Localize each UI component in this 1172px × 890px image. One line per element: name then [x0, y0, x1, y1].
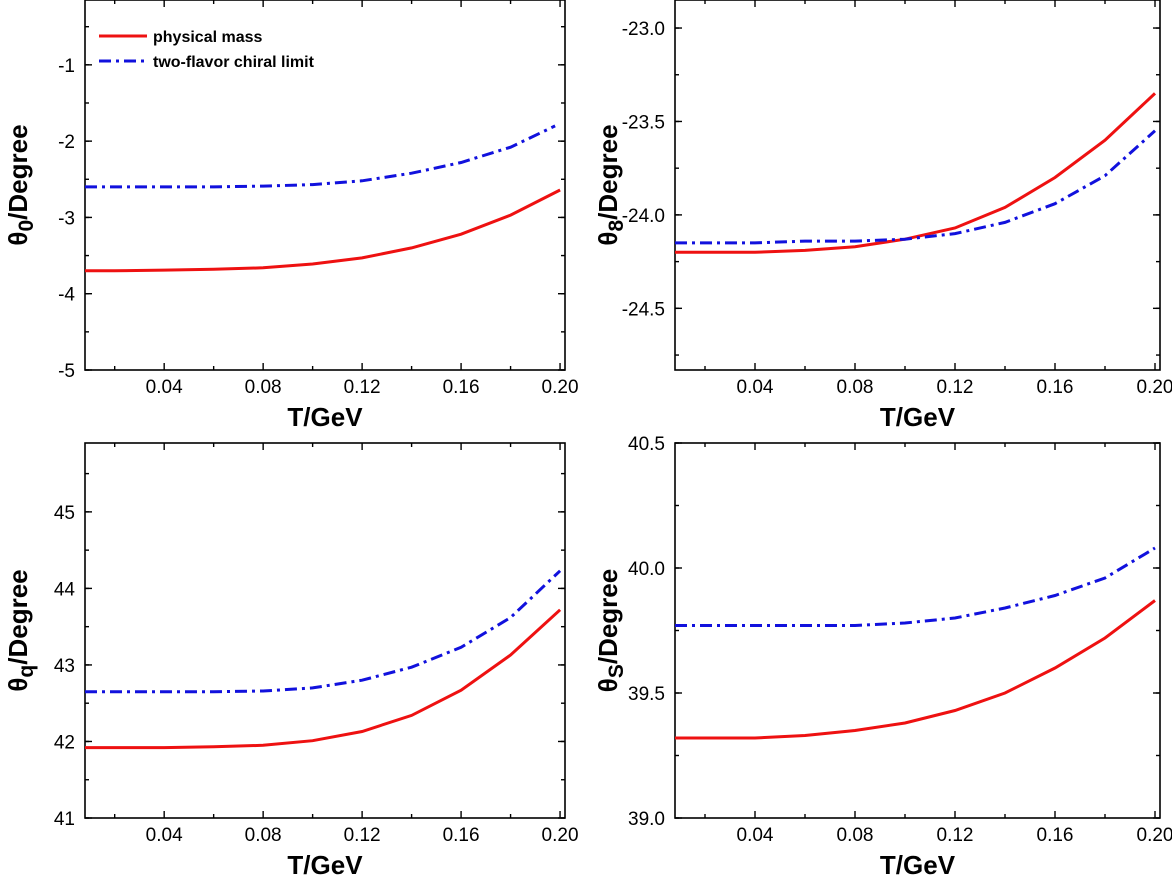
- y-tick-label: -4: [58, 285, 75, 306]
- plot-frame: [674, 442, 1161, 819]
- y-tick-label: -24.0: [622, 206, 665, 227]
- y-tick-label: -3: [58, 208, 75, 229]
- series-line-physical-mass: [675, 92, 1157, 254]
- y-tick-label: -23.5: [622, 112, 665, 133]
- x-tick-label: 0.20: [542, 377, 579, 398]
- x-tick-label: 0.16: [1037, 825, 1074, 846]
- x-tick-label: 0.12: [937, 825, 974, 846]
- x-tick-label: 0.12: [344, 825, 381, 846]
- y-axis-title: θS/Degree: [593, 569, 628, 692]
- panel-2: 0.04 0.08 0.12 0.16 0.20 -24.5 -24.0 -23.5 -23.0…: [593, 0, 1172, 432]
- x-axis-title: T/GeV: [287, 402, 363, 432]
- y-axis-title: θ0/Degree: [3, 124, 38, 245]
- y-tick-label: -1: [58, 56, 75, 77]
- y-tick-label: 41: [54, 809, 75, 830]
- y-tick-label: -2: [58, 132, 75, 153]
- y-tick-label: -5: [58, 361, 75, 382]
- series-line-chiral-limit: [675, 546, 1156, 627]
- legend-label: two-flavor chiral limit: [153, 54, 315, 71]
- y-tick-label: 44: [54, 579, 76, 600]
- x-tick-label: 0.08: [837, 377, 874, 398]
- x-tick-label: 0.16: [443, 825, 480, 846]
- y-tick-label: 43: [54, 656, 75, 677]
- x-tick-label: 0.08: [245, 825, 282, 846]
- y-tick-label: -24.5: [622, 299, 665, 320]
- x-tick-label: 0.12: [937, 377, 974, 398]
- series-line-chiral-limit: [85, 124, 556, 189]
- panel-4: 0.04 0.08 0.12 0.16 0.20 39.0 39.5 40.0 40.5 T/Ge…: [593, 434, 1172, 880]
- y-tick-label: 40.5: [628, 434, 665, 455]
- y-axis-title-unit: /Degree: [593, 124, 623, 219]
- x-tick-label: 0.12: [344, 377, 381, 398]
- y-tick-label: -23.0: [622, 19, 665, 40]
- y-axis-title-unit: /Degree: [3, 124, 33, 219]
- x-tick-label: 0.04: [737, 825, 774, 846]
- x-tick-label: 0.04: [146, 825, 183, 846]
- series-line-physical-mass: [85, 188, 561, 273]
- x-tick-label: 0.08: [837, 825, 874, 846]
- series-line-physical-mass: [675, 599, 1156, 740]
- y-axis-title-subscript: 0: [15, 220, 38, 232]
- y-axis-title-subscript: S: [605, 664, 628, 678]
- y-axis-title-subscript: 8: [605, 220, 628, 232]
- y-axis-title: θq/Degree: [3, 569, 38, 691]
- y-axis-title-symbol: θ: [3, 678, 33, 692]
- y-tick-label: 42: [54, 732, 75, 753]
- x-tick-label: 0.04: [737, 377, 774, 398]
- series-line-physical-mass: [85, 608, 562, 750]
- y-tick-label: 45: [54, 503, 75, 524]
- x-axis-title: T/GeV: [287, 850, 363, 880]
- y-tick-label: 40.0: [628, 559, 665, 580]
- y-axis-title-unit: /Degree: [593, 569, 623, 664]
- plot-frame: [84, 0, 566, 371]
- y-tick-label: 39.5: [628, 684, 665, 705]
- legend: physical mass two-flavor chiral limit: [99, 29, 315, 71]
- plot-frame: [84, 442, 566, 819]
- x-tick-label: 0.16: [1037, 377, 1074, 398]
- x-axis-title: T/GeV: [880, 850, 956, 880]
- x-tick-label: 0.20: [542, 825, 579, 846]
- x-tick-label: 0.20: [1137, 825, 1172, 846]
- y-axis-title-symbol: θ: [593, 232, 623, 246]
- plot-frame: [674, 0, 1161, 371]
- x-tick-label: 0.04: [146, 377, 183, 398]
- legend-label: physical mass: [153, 29, 263, 46]
- x-axis-title: T/GeV: [880, 402, 956, 432]
- y-axis-title-subscript: q: [15, 665, 38, 678]
- series-line-chiral-limit: [85, 569, 562, 694]
- y-axis-title-unit: /Degree: [3, 569, 33, 664]
- x-tick-label: 0.16: [443, 377, 480, 398]
- x-tick-label: 0.20: [1137, 377, 1172, 398]
- panel-1: 0.04 0.08 0.12 0.16 0.20 -5 -4 -3 -2 -1 T/GeV θ0/De…: [3, 0, 579, 432]
- series-line-chiral-limit: [675, 129, 1157, 245]
- y-axis-title-symbol: θ: [3, 232, 33, 246]
- y-tick-label: 39.0: [628, 809, 665, 830]
- x-tick-label: 0.08: [245, 377, 282, 398]
- y-axis-title: θ8/Degree: [593, 124, 628, 245]
- panel-3: 0.04 0.08 0.12 0.16 0.20 41 42 43 44 45 T/GeV θq/De…: [3, 442, 579, 880]
- y-axis-title-symbol: θ: [593, 678, 623, 692]
